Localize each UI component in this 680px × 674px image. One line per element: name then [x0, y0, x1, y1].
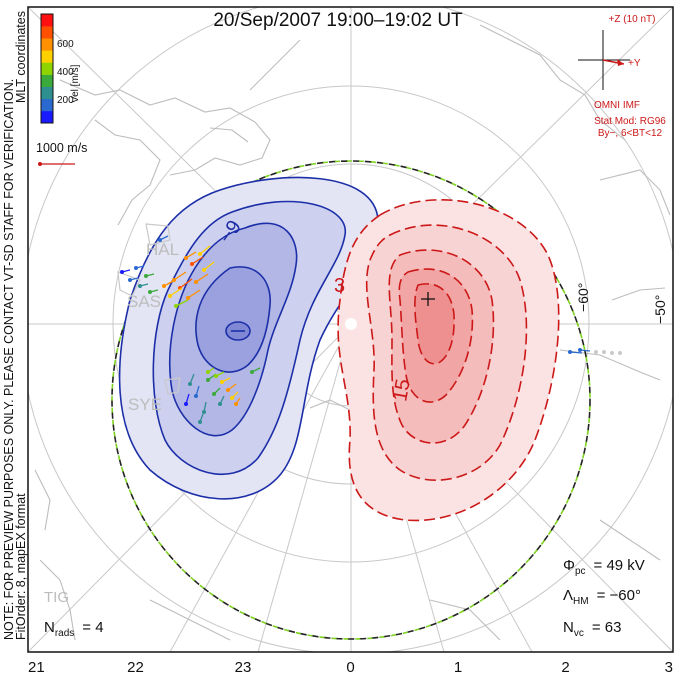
x-tick-label: 2	[561, 659, 569, 674]
colorbar-label: Vel [m/s]	[70, 64, 81, 103]
stat-nvc: Nvc = 63	[563, 619, 621, 639]
x-tick-label: 1	[454, 659, 462, 674]
colorbar-band	[41, 14, 53, 26]
colorbar-tick-600: 600	[57, 39, 74, 50]
station-label-hal: HAL	[146, 240, 179, 259]
imf-y-label: +Y	[628, 58, 641, 69]
contour-pos-5	[415, 284, 454, 364]
colorbar-band	[41, 75, 53, 87]
stat-lambda-hm: ΛHM = −60°	[563, 587, 641, 607]
imf-source: OMNI IMF	[594, 100, 640, 111]
x-tick-label: 21	[28, 659, 45, 674]
velocity-scale-dot	[38, 162, 42, 166]
coordinates-label: MLT coordinates	[14, 11, 28, 103]
velocity-scale-label: 1000 m/s	[36, 141, 87, 155]
stat-nrads: Nrads = 4	[44, 619, 104, 639]
map-title: 20/Sep/2007 19:00–19:02 UT	[213, 10, 463, 31]
positive-cell	[338, 200, 559, 521]
imf-stat-mod: Stat Mod: RG96	[594, 116, 666, 127]
imf-panel: +Z (10 nT) +Y OMNI IMF Stat Mod: RG96 By…	[578, 14, 666, 139]
x-tick-label: 22	[127, 659, 144, 674]
station-label-tig: TIG	[44, 589, 69, 606]
latitude-label-60: −60°	[575, 283, 591, 312]
x-tick-label: 23	[235, 659, 252, 674]
stats-panel: Φpc = 49 kV ΛHM = −60° Nvc = 63 Nrads = 4	[44, 557, 645, 639]
latitude-label-50: −50°	[652, 295, 668, 324]
convection-map: −9 3 15 HAL SAS SYE TIG	[0, 0, 680, 674]
imf-condition: By−, 6<BT<12	[598, 128, 663, 139]
colorbar: 600 400 200 Vel [m/s]	[41, 14, 81, 123]
colorbar-band	[41, 26, 53, 38]
colorbar-band	[41, 50, 53, 62]
velocity-scale: 1000 m/s	[36, 141, 87, 166]
station-label-sas: SAS	[127, 292, 161, 311]
x-axis-ticks: 21 22 23 0 1 2 3	[28, 659, 673, 674]
station-label-sye: SYE	[128, 395, 162, 414]
pole-marker	[345, 318, 357, 330]
colorbar-band	[41, 62, 53, 74]
x-tick-label: 3	[665, 659, 673, 674]
imf-title: +Z (10 nT)	[609, 14, 656, 25]
contour-label-pos15: 15	[389, 377, 415, 403]
contour-label-pos3: 3	[334, 275, 345, 297]
x-tick-label: 0	[346, 659, 354, 674]
colorbar-band	[41, 111, 53, 123]
colorbar-band	[41, 99, 53, 111]
stat-phi-pc: Φpc = 49 kV	[563, 557, 645, 577]
colorbar-band	[41, 87, 53, 99]
fitorder-note: FitOrder: 8, mapEX format	[14, 493, 28, 640]
colorbar-band	[41, 38, 53, 50]
